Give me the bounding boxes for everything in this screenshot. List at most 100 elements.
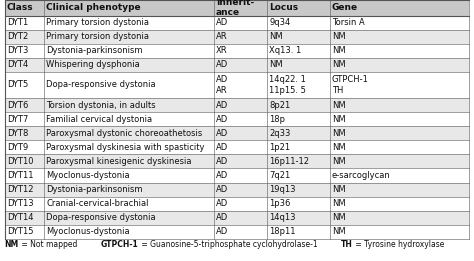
Text: DYT8: DYT8 — [7, 129, 28, 138]
Text: Inherit-
ance: Inherit- ance — [216, 0, 254, 17]
Bar — [5, 98, 469, 112]
Bar — [5, 112, 469, 126]
Text: Torsin A: Torsin A — [332, 18, 365, 27]
Text: DYT13: DYT13 — [7, 199, 33, 208]
Text: DYT9: DYT9 — [7, 143, 28, 152]
Text: DYT11: DYT11 — [7, 171, 33, 180]
Text: DYT2: DYT2 — [7, 32, 28, 41]
Bar — [5, 29, 469, 44]
Bar — [5, 140, 469, 154]
Text: GTPCH-1
TH: GTPCH-1 TH — [332, 75, 369, 95]
Text: DYT10: DYT10 — [7, 157, 33, 166]
Text: 16p11-12: 16p11-12 — [269, 157, 309, 166]
Text: AD: AD — [216, 227, 228, 236]
Text: Familial cervical dystonia: Familial cervical dystonia — [46, 115, 152, 124]
Text: AD: AD — [216, 129, 228, 138]
Text: AD: AD — [216, 171, 228, 180]
Text: TH: TH — [341, 240, 353, 249]
Text: 7q21: 7q21 — [269, 171, 291, 180]
Text: AD: AD — [216, 100, 228, 110]
Text: NM: NM — [269, 60, 283, 69]
Text: 8p21: 8p21 — [269, 100, 291, 110]
Text: AD: AD — [216, 115, 228, 124]
Text: AD: AD — [216, 157, 228, 166]
Text: NM: NM — [5, 240, 19, 249]
Text: 2q33: 2q33 — [269, 129, 291, 138]
Text: NM: NM — [332, 32, 346, 41]
Bar — [5, 58, 469, 72]
Text: Dystonia-parkinsonism: Dystonia-parkinsonism — [46, 185, 143, 194]
Text: Torsion dystonia, in adults: Torsion dystonia, in adults — [46, 100, 156, 110]
Text: DYT14: DYT14 — [7, 213, 33, 222]
Text: NM: NM — [332, 46, 346, 55]
Text: NM: NM — [332, 100, 346, 110]
Text: Paroxysmal kinesigenic dyskinesia: Paroxysmal kinesigenic dyskinesia — [46, 157, 191, 166]
Text: DYT3: DYT3 — [7, 46, 28, 55]
Bar — [5, 44, 469, 58]
Bar — [5, 168, 469, 182]
Text: DYT4: DYT4 — [7, 60, 28, 69]
Text: Gene: Gene — [332, 3, 358, 12]
Text: 9q34: 9q34 — [269, 18, 291, 27]
Text: Locus: Locus — [269, 3, 298, 12]
Text: 1p36: 1p36 — [269, 199, 291, 208]
Bar — [5, 182, 469, 197]
Text: NM: NM — [332, 157, 346, 166]
Text: NM: NM — [332, 143, 346, 152]
Text: GTPCH-1: GTPCH-1 — [101, 240, 139, 249]
Text: Dystonia-parkinsonism: Dystonia-parkinsonism — [46, 46, 143, 55]
Text: DYT1: DYT1 — [7, 18, 28, 27]
Text: 18p11: 18p11 — [269, 227, 296, 236]
Text: Myoclonus-dystonia: Myoclonus-dystonia — [46, 227, 130, 236]
Text: = Tyrosine hydroxylase: = Tyrosine hydroxylase — [353, 240, 445, 249]
Text: Dopa-responsive dystonia: Dopa-responsive dystonia — [46, 213, 156, 222]
Text: Whispering dysphonia: Whispering dysphonia — [46, 60, 140, 69]
Bar — [5, 126, 469, 140]
Text: = Guanosine-5-triphosphate cyclohydrolase-1: = Guanosine-5-triphosphate cyclohydrolas… — [139, 240, 341, 249]
Text: DYT6: DYT6 — [7, 100, 28, 110]
Text: DYT7: DYT7 — [7, 115, 28, 124]
Text: NM: NM — [332, 213, 346, 222]
Text: AD
AR: AD AR — [216, 75, 228, 95]
Text: 14q13: 14q13 — [269, 213, 296, 222]
Text: AD: AD — [216, 143, 228, 152]
Text: AD: AD — [216, 18, 228, 27]
Bar — [5, 15, 469, 29]
Text: 1p21: 1p21 — [269, 143, 290, 152]
Text: Myoclonus-dystonia: Myoclonus-dystonia — [46, 171, 130, 180]
Bar — [5, 225, 469, 239]
Bar — [5, 211, 469, 225]
Text: e-sarcoglycan: e-sarcoglycan — [332, 171, 391, 180]
Text: AD: AD — [216, 213, 228, 222]
Text: 14q22. 1
11p15. 5: 14q22. 1 11p15. 5 — [269, 75, 306, 95]
Text: AD: AD — [216, 60, 228, 69]
Text: Class: Class — [7, 3, 33, 12]
Text: NM: NM — [332, 60, 346, 69]
Bar — [5, 72, 469, 98]
Text: DYT15: DYT15 — [7, 227, 33, 236]
Text: = Not mapped: = Not mapped — [19, 240, 101, 249]
Text: 18p: 18p — [269, 115, 285, 124]
Text: AR: AR — [216, 32, 228, 41]
Bar — [5, 154, 469, 168]
Text: Primary torsion dystonia: Primary torsion dystonia — [46, 18, 149, 27]
Text: NM: NM — [332, 199, 346, 208]
Text: Primary torsion dystonia: Primary torsion dystonia — [46, 32, 149, 41]
Text: XR: XR — [216, 46, 228, 55]
Text: Clinical phenotype: Clinical phenotype — [46, 3, 141, 12]
Text: Xq13. 1: Xq13. 1 — [269, 46, 301, 55]
Text: DYT12: DYT12 — [7, 185, 33, 194]
Text: NM: NM — [269, 32, 283, 41]
Text: Cranial-cervical-brachial: Cranial-cervical-brachial — [46, 199, 149, 208]
Text: Paroxysmal dyskinesia with spasticity: Paroxysmal dyskinesia with spasticity — [46, 143, 205, 152]
Text: NM: NM — [332, 227, 346, 236]
Text: Dopa-responsive dystonia: Dopa-responsive dystonia — [46, 80, 156, 90]
Text: NM: NM — [332, 129, 346, 138]
Text: 19q13: 19q13 — [269, 185, 296, 194]
Bar — [5, 0, 469, 15]
Bar — [5, 197, 469, 211]
Text: NM: NM — [332, 115, 346, 124]
Text: AD: AD — [216, 185, 228, 194]
Text: DYT5: DYT5 — [7, 80, 28, 90]
Text: AD: AD — [216, 199, 228, 208]
